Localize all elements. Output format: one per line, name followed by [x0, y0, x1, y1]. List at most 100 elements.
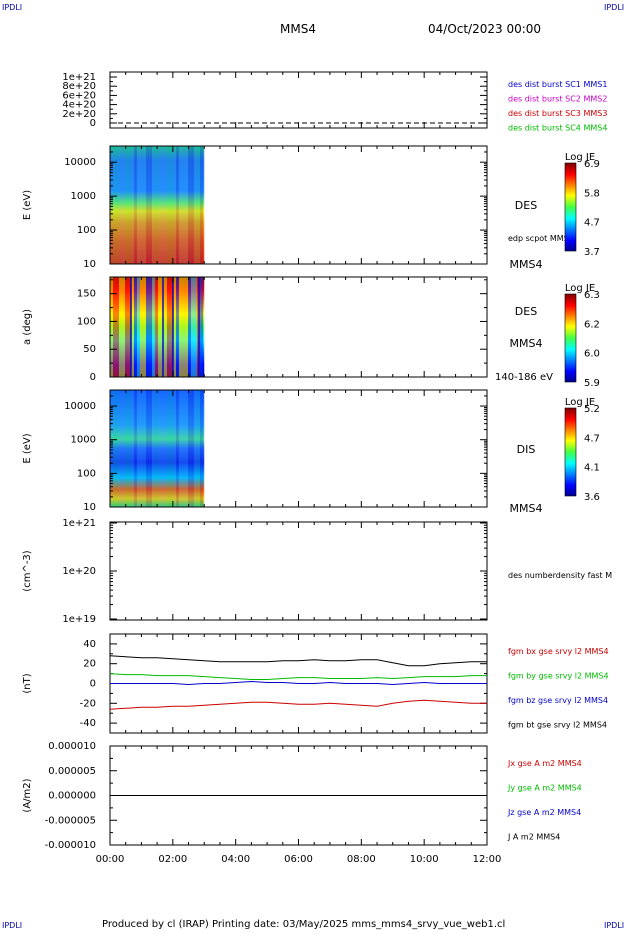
- burst-panel-ytick-label: 1e+21: [62, 72, 96, 83]
- time-tick-label: 10:00: [410, 854, 439, 865]
- current-panel-ytick-label: 0.000005: [48, 766, 96, 777]
- des-pitch-sublabel: MMS4: [510, 337, 543, 350]
- fgm-series-line: [109, 673, 487, 680]
- dis-energy-colorbar-title: Log JE: [565, 397, 595, 408]
- des-pitch-heat-texture: [110, 277, 203, 377]
- des-pitch-colorbar-tick: 6.3: [584, 290, 600, 301]
- burst-panel-ytick-label: 6e+20: [62, 90, 96, 101]
- burst-panel-ytick-label: 4e+20: [62, 100, 96, 111]
- des-energy-label: DES: [515, 199, 537, 212]
- des-energy-colorbar-tick: 5.8: [584, 188, 600, 199]
- des-energy-colorbar-tick: 4.7: [584, 218, 600, 229]
- time-tick-label: 04:00: [221, 854, 250, 865]
- corner-label-top-left: IPDLI: [2, 3, 23, 12]
- current-panel-ytick-label: 0.000000: [48, 791, 96, 802]
- des-energy-heat-fill: [110, 146, 205, 264]
- fgm-panel-ytick-label: -40: [80, 718, 96, 729]
- des-energy-panel-ytick-label: 1000: [71, 191, 96, 202]
- des-pitch-panel-ylabel: a (deg): [22, 309, 33, 345]
- footer-text: Produced by cl (IRAP) Printing date: 03/…: [102, 919, 506, 930]
- density-panel-frame: [109, 521, 488, 621]
- current-panel-ytick-label: -0.000005: [45, 815, 96, 826]
- des-pitch-colorbar-tick: 6.2: [584, 319, 600, 330]
- des-energy-colorbar-title: Log JE: [565, 152, 595, 163]
- fgm-series-line: [109, 699, 487, 710]
- fgm-panel-ytick-label: 40: [83, 639, 96, 650]
- density-panel-ylabel: (cm^-3): [22, 550, 33, 591]
- des-energy-panel-ytick-label: 10000: [64, 157, 96, 168]
- corner-label-bottom-left: IPDLI: [2, 921, 23, 930]
- fgm-panel-ylabel: (nT): [22, 673, 33, 693]
- current-legend-entry: Jx gse A m2 MMS4: [507, 759, 582, 768]
- fgm-panel-ytick-label: 20: [83, 659, 96, 670]
- dis-energy-bottom-label: MMS4: [510, 502, 543, 515]
- des-pitch-panel-ytick-label: 100: [77, 316, 96, 327]
- density-panel-ytick-label: 1e+20: [62, 566, 96, 577]
- dis-energy-panel-ytick-label: 100: [77, 468, 96, 479]
- fgm-legend-entry: fgm by gse srvy l2 MMS4: [508, 672, 609, 681]
- dis-energy-colorbar-tick: 4.7: [584, 433, 600, 444]
- fgm-legend-entry: fgm bx gse srvy l2 MMS4: [508, 647, 609, 656]
- fgm-panel-ytick-label: 0: [90, 679, 96, 690]
- des-energy-colorbar: [564, 162, 577, 252]
- date-title: 04/Oct/2023 00:00: [428, 22, 542, 36]
- corner-label-bottom-right: IPDLI: [604, 921, 625, 930]
- dis-energy-label: DIS: [517, 443, 536, 456]
- des-pitch-panel-ytick-label: 150: [77, 289, 96, 300]
- burst-legend-entry: des dist burst SC4 MMS4: [508, 124, 607, 133]
- dis-energy-panel-ylabel: E (eV): [22, 433, 33, 463]
- burst-panel-ytick-label: 0: [90, 118, 96, 129]
- des-pitch-panel-ytick-label: 50: [83, 344, 96, 355]
- current-legend-entry: Jz gse A m2 MMS4: [507, 808, 581, 817]
- dis-energy-panel-ytick-label: 10: [83, 502, 96, 513]
- des-energy-panel-ylabel: E (eV): [22, 190, 33, 220]
- des-energy-heat-texture: [110, 146, 203, 264]
- density-panel-ytick-label: 1e+21: [62, 518, 96, 529]
- des-energy-sublabel: edp scpot MMS4: [508, 234, 574, 243]
- des-energy-bottom-label: MMS4: [510, 258, 543, 271]
- des-pitch-colorbar-tick: 6.0: [584, 349, 600, 360]
- des-energy-colorbar-tick: 3.7: [584, 247, 600, 258]
- fgm-legend-entry: fgm bt gse srvy l2 MMS4: [508, 721, 607, 730]
- time-tick-label: 02:00: [158, 854, 187, 865]
- current-panel-ytick-label: -0.000010: [45, 840, 96, 851]
- dis-energy-colorbar-tick: 5.2: [584, 404, 600, 415]
- density-panel-ytick-label: 1e+19: [62, 614, 96, 625]
- spacecraft-title: MMS4: [280, 22, 316, 36]
- time-tick-label: 08:00: [347, 854, 376, 865]
- fgm-legend-entry: fgm bz gse srvy l2 MMS4: [508, 696, 608, 705]
- burst-legend-entry: des dist burst SC1 MMS1: [508, 80, 607, 89]
- burst-legend-entry: des dist burst SC3 MMS3: [508, 109, 607, 118]
- burst-panel-ytick-label: 8e+20: [62, 81, 96, 92]
- des-pitch-bottom-label: 140-186 eV: [495, 372, 553, 383]
- time-tick-label: 06:00: [284, 854, 313, 865]
- des-energy-panel-ytick-label: 100: [77, 225, 96, 236]
- dis-energy-heat-fill: [110, 390, 205, 507]
- burst-legend-entry: des dist burst SC2 MMS2: [508, 95, 607, 104]
- dis-energy-heat-texture: [110, 390, 203, 507]
- current-legend-entry: Jy gse A m2 MMS4: [507, 784, 582, 793]
- time-tick-label: 00:00: [96, 854, 125, 865]
- des-pitch-colorbar-tick: 5.9: [584, 378, 600, 389]
- burst-panel-frame: [109, 71, 488, 129]
- dis-energy-panel-ytick-label: 1000: [71, 435, 96, 446]
- density-legend-entry: des numberdensity fast M: [508, 571, 612, 580]
- dis-energy-colorbar: [564, 407, 577, 497]
- dis-energy-colorbar-tick: 4.1: [584, 463, 600, 474]
- des-pitch-colorbar: [564, 293, 577, 383]
- des-pitch-panel-ytick-label: 0: [90, 372, 96, 383]
- current-legend-entry: J A m2 MMS4: [507, 833, 560, 842]
- des-energy-panel-ytick-label: 10: [83, 259, 96, 270]
- des-pitch-label: DES: [515, 305, 537, 318]
- des-pitch-colorbar-title: Log JE: [565, 283, 595, 294]
- dis-energy-panel-ytick-label: 10000: [64, 401, 96, 412]
- fgm-series-line: [109, 655, 487, 667]
- des-energy-colorbar-tick: 6.9: [584, 159, 600, 170]
- fgm-series-line: [110, 680, 487, 686]
- fgm-panel-ytick-label: -20: [80, 698, 96, 709]
- time-tick-label: 12:00: [473, 854, 502, 865]
- current-panel-ytick-label: 0.000010: [48, 741, 96, 752]
- burst-panel-ytick-label: 2e+20: [62, 109, 96, 120]
- dis-energy-colorbar-tick: 3.6: [584, 492, 600, 503]
